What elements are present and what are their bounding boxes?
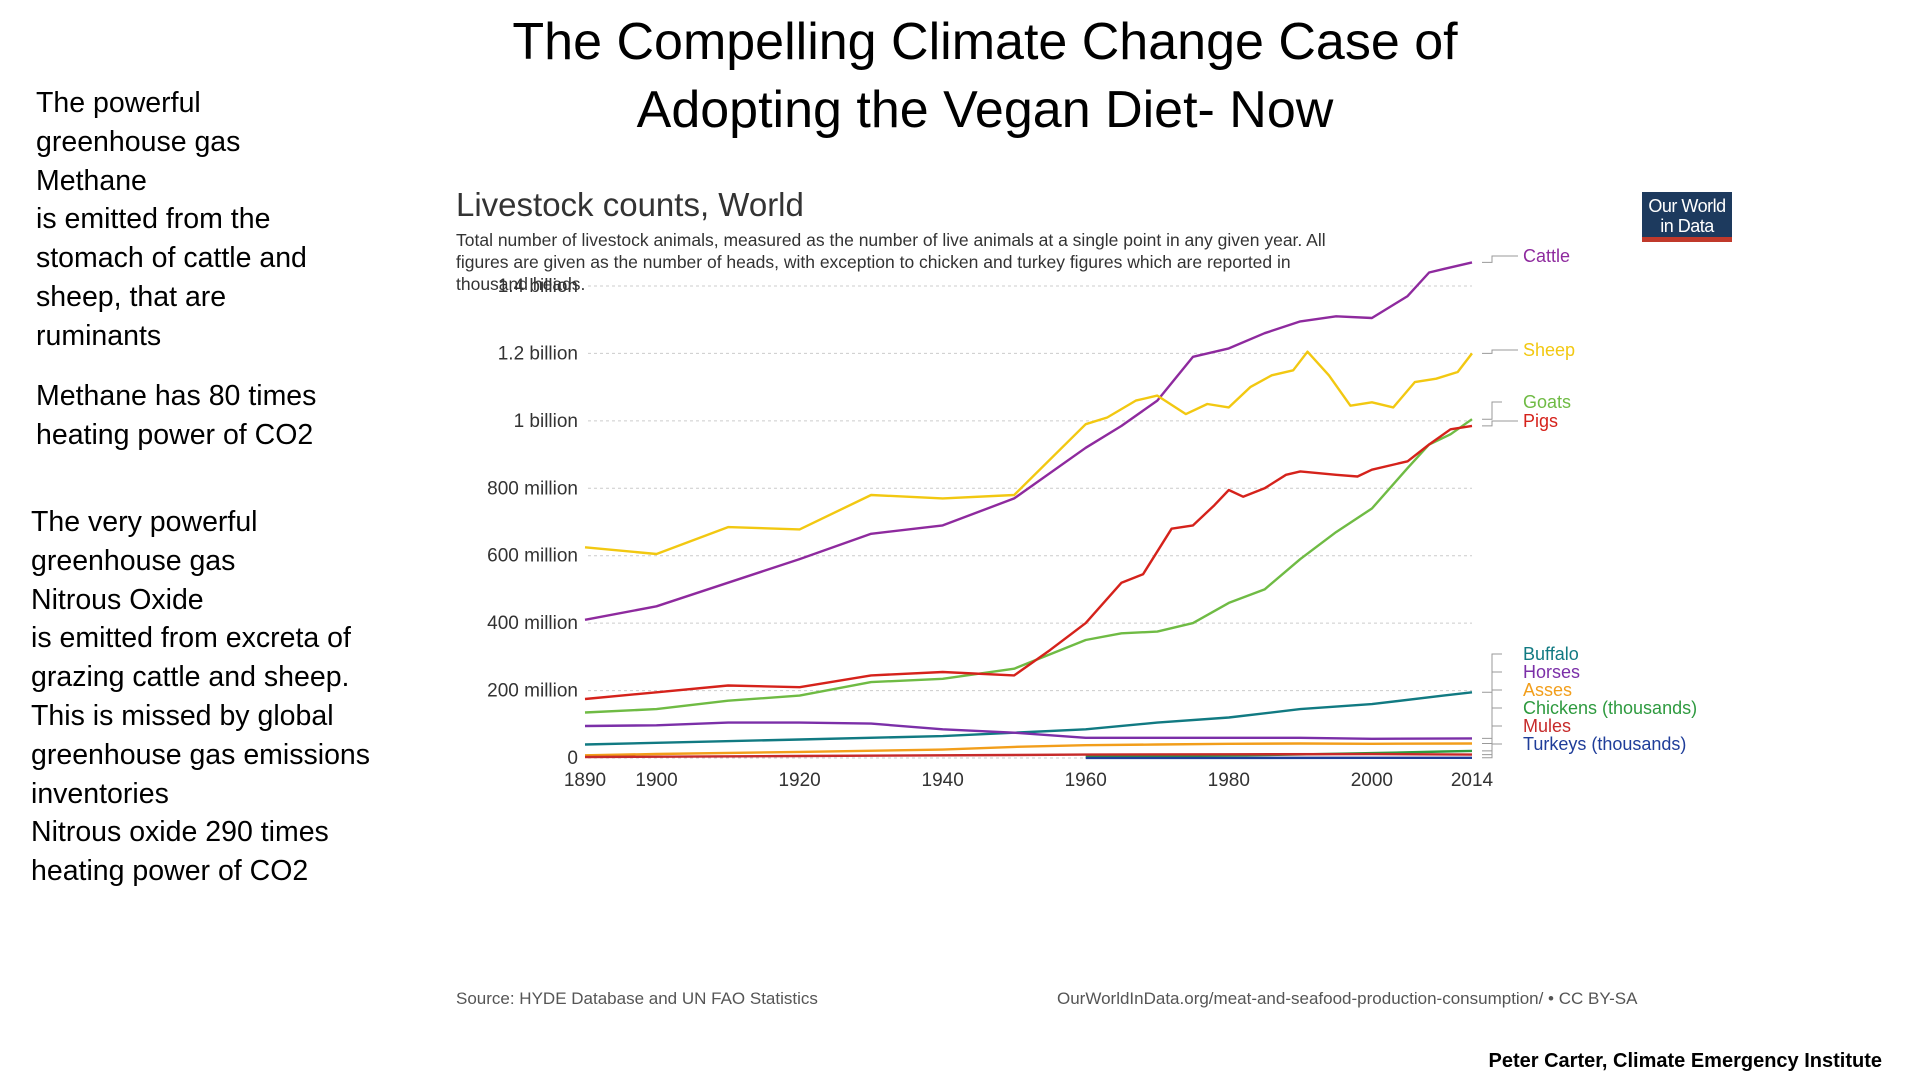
x-tick-label: 1960 bbox=[1065, 770, 1107, 791]
legend-label: Goats bbox=[1523, 392, 1571, 412]
x-tick-label: 1920 bbox=[778, 770, 820, 791]
x-tick-label: 2014 bbox=[1451, 770, 1494, 791]
slide-title: The Compelling Climate Change Case of Ad… bbox=[420, 8, 1550, 144]
our-world-in-data-logo: Our World in Data bbox=[1642, 192, 1732, 242]
series-lines bbox=[584, 261, 1473, 760]
y-tick-label: 600 million bbox=[487, 546, 578, 567]
legend-leader-line bbox=[1482, 349, 1518, 354]
nitrous-oxide-note: The very powerful greenhouse gas Nitrous… bbox=[31, 506, 371, 888]
author-credit: Peter Carter, Climate Emergency Institut… bbox=[1488, 1050, 1882, 1072]
chart-subtitle-line-1: Total number of livestock animals, measu… bbox=[456, 230, 1326, 250]
y-tick-label: 800 million bbox=[487, 478, 578, 499]
legend-leader-line bbox=[1482, 255, 1518, 263]
y-tick-label: 400 million bbox=[487, 613, 578, 634]
legend-label: Cattle bbox=[1523, 246, 1570, 266]
legend-label: Horses bbox=[1523, 662, 1580, 682]
chart-subtitle-line-3: thousand heads. bbox=[456, 274, 585, 294]
series-line-cattle bbox=[584, 261, 1473, 621]
x-tick-label: 1940 bbox=[922, 770, 964, 791]
logo-line-1: Our World bbox=[1648, 196, 1726, 216]
y-axis: 0 200 million 400 million 600 million 800 mi… bbox=[487, 276, 578, 769]
x-tick-label: 1900 bbox=[635, 770, 677, 791]
legend-label: Turkeys (thousands) bbox=[1523, 734, 1686, 754]
y-tick-label: 200 million bbox=[487, 681, 578, 702]
legend-label: Chickens (thousands) bbox=[1523, 698, 1697, 718]
series-line-goats bbox=[584, 418, 1473, 714]
slide-title-line-1: The Compelling Climate Change Case of bbox=[512, 13, 1458, 71]
x-tick-label: 1890 bbox=[564, 770, 606, 791]
chart-subtitle-line-2: figures are given as the number of heads… bbox=[456, 252, 1291, 272]
methane-power-note: Methane has 80 times heating power of CO… bbox=[36, 380, 317, 451]
legend-label: Pigs bbox=[1523, 411, 1558, 431]
series-line-asses bbox=[584, 742, 1473, 757]
series-line-pigs bbox=[584, 424, 1473, 701]
x-tick-label: 2000 bbox=[1351, 770, 1393, 791]
legend-leader-line bbox=[1482, 743, 1502, 759]
livestock-chart: Livestock counts, World Total number of … bbox=[456, 186, 1697, 1008]
chart-url: OurWorldInData.org/meat-and-seafood-prod… bbox=[1057, 989, 1638, 1008]
legend-leader-line bbox=[1482, 420, 1518, 427]
y-tick-label: 1.2 billion bbox=[498, 343, 578, 364]
legend-label: Buffalo bbox=[1523, 644, 1579, 664]
chart-source: Source: HYDE Database and UN FAO Statist… bbox=[456, 989, 818, 1008]
slide-title-line-2: Adopting the Vegan Diet- Now bbox=[636, 81, 1334, 139]
x-tick-label: 1980 bbox=[1208, 770, 1250, 791]
legend-leader-line bbox=[1482, 401, 1502, 420]
legend-label: Sheep bbox=[1523, 340, 1575, 360]
y-tick-label: 1 billion bbox=[514, 411, 578, 432]
legend-label: Asses bbox=[1523, 680, 1572, 700]
series-line-sheep bbox=[584, 350, 1473, 556]
y-tick-label: 1.4 billion bbox=[498, 276, 578, 297]
x-axis: 1890 1900 1920 1940 1960 1980 2000 2014 bbox=[564, 770, 1494, 791]
series-line-mules bbox=[584, 752, 1473, 759]
series-line-buffalo bbox=[584, 691, 1473, 746]
chart-title: Livestock counts, World bbox=[456, 186, 804, 223]
series-line-horses bbox=[584, 721, 1473, 740]
legend-label: Mules bbox=[1523, 716, 1571, 736]
y-tick-label: 0 bbox=[567, 748, 578, 769]
legend-leader-line bbox=[1482, 725, 1502, 756]
logo-line-2: in Data bbox=[1660, 216, 1714, 236]
methane-note: The powerful greenhouse gas Methane is e… bbox=[36, 87, 307, 352]
